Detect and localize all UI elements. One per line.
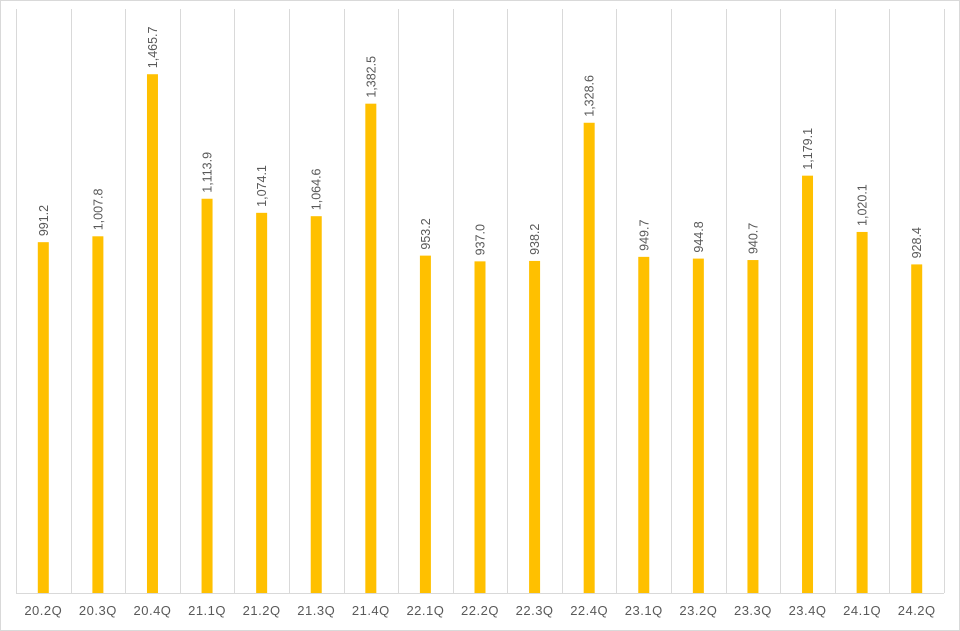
data-label-24.1Q: 1,020.1 — [856, 184, 870, 226]
data-label-20.2Q: 991.2 — [37, 205, 51, 236]
data-label-21.3Q: 1,064.6 — [310, 168, 324, 210]
x-tick-23.1Q: 23.1Q — [625, 603, 663, 618]
x-tick-20.2Q: 20.2Q — [24, 603, 62, 618]
bar-22.2Q — [474, 261, 486, 593]
bar-20.2Q — [37, 242, 49, 593]
data-label-21.1Q: 1,113.9 — [201, 152, 215, 193]
bar-24.2Q — [911, 264, 923, 593]
x-tick-24.1Q: 24.1Q — [843, 603, 881, 618]
data-label-20.4Q: 1,465.7 — [146, 26, 160, 68]
x-tick-22.2Q: 22.2Q — [461, 603, 499, 618]
bar-21.4Q — [365, 103, 377, 594]
data-label-23.1Q: 949.7 — [637, 220, 651, 251]
data-label-20.3Q: 1,007.8 — [91, 189, 105, 231]
x-tick-23.2Q: 23.2Q — [679, 603, 717, 618]
x-tick-21.1Q: 21.1Q — [188, 603, 226, 618]
data-labels: 991.2 1,007.8 1,465.7 1,113.9 1,074.1 1,064.6… — [37, 26, 924, 258]
data-label-21.2Q: 1,074.1 — [255, 165, 269, 207]
x-tick-20.4Q: 20.4Q — [134, 603, 172, 618]
x-tick-21.3Q: 21.3Q — [297, 603, 335, 618]
grid-lines — [16, 9, 945, 593]
x-tick-23.4Q: 23.4Q — [789, 603, 827, 618]
data-label-22.2Q: 937.0 — [474, 224, 488, 255]
bar-23.1Q — [638, 256, 650, 593]
bar-20.3Q — [92, 236, 104, 594]
bar-23.2Q — [692, 258, 704, 593]
bar-24.1Q — [856, 231, 868, 594]
x-axis-tick-labels: 20.2Q 20.3Q 20.4Q 21.1Q 21.2Q 21.3Q 21.4Q 22.1Q… — [24, 603, 935, 618]
x-tick-22.3Q: 22.3Q — [516, 603, 554, 618]
data-label-24.2Q: 928.4 — [910, 227, 924, 258]
bar-23.3Q — [747, 260, 759, 593]
bar-21.3Q — [310, 216, 322, 594]
x-tick-22.4Q: 22.4Q — [570, 603, 608, 618]
bar-21.2Q — [256, 212, 268, 594]
bar-22.4Q — [583, 122, 595, 594]
bar-20.4Q — [146, 74, 158, 594]
bar-22.1Q — [419, 255, 431, 593]
x-tick-20.3Q: 20.3Q — [79, 603, 117, 618]
bar-21.1Q — [201, 198, 213, 594]
x-tick-22.1Q: 22.1Q — [406, 603, 444, 618]
data-label-21.4Q: 1,382.5 — [364, 56, 378, 98]
data-label-23.2Q: 944.8 — [692, 221, 706, 252]
data-label-22.3Q: 938.2 — [528, 224, 542, 255]
data-label-22.1Q: 953.2 — [419, 218, 433, 249]
x-tick-21.4Q: 21.4Q — [352, 603, 390, 618]
data-label-23.4Q: 1,179.1 — [801, 128, 815, 170]
bar-23.4Q — [802, 175, 814, 594]
x-tick-21.2Q: 21.2Q — [243, 603, 281, 618]
data-label-23.3Q: 940.7 — [746, 223, 760, 254]
data-label-22.4Q: 1,328.6 — [583, 75, 597, 117]
bar-22.3Q — [529, 260, 541, 593]
x-tick-23.3Q: 23.3Q — [734, 603, 772, 618]
bars — [37, 74, 923, 594]
x-tick-24.2Q: 24.2Q — [898, 603, 936, 618]
